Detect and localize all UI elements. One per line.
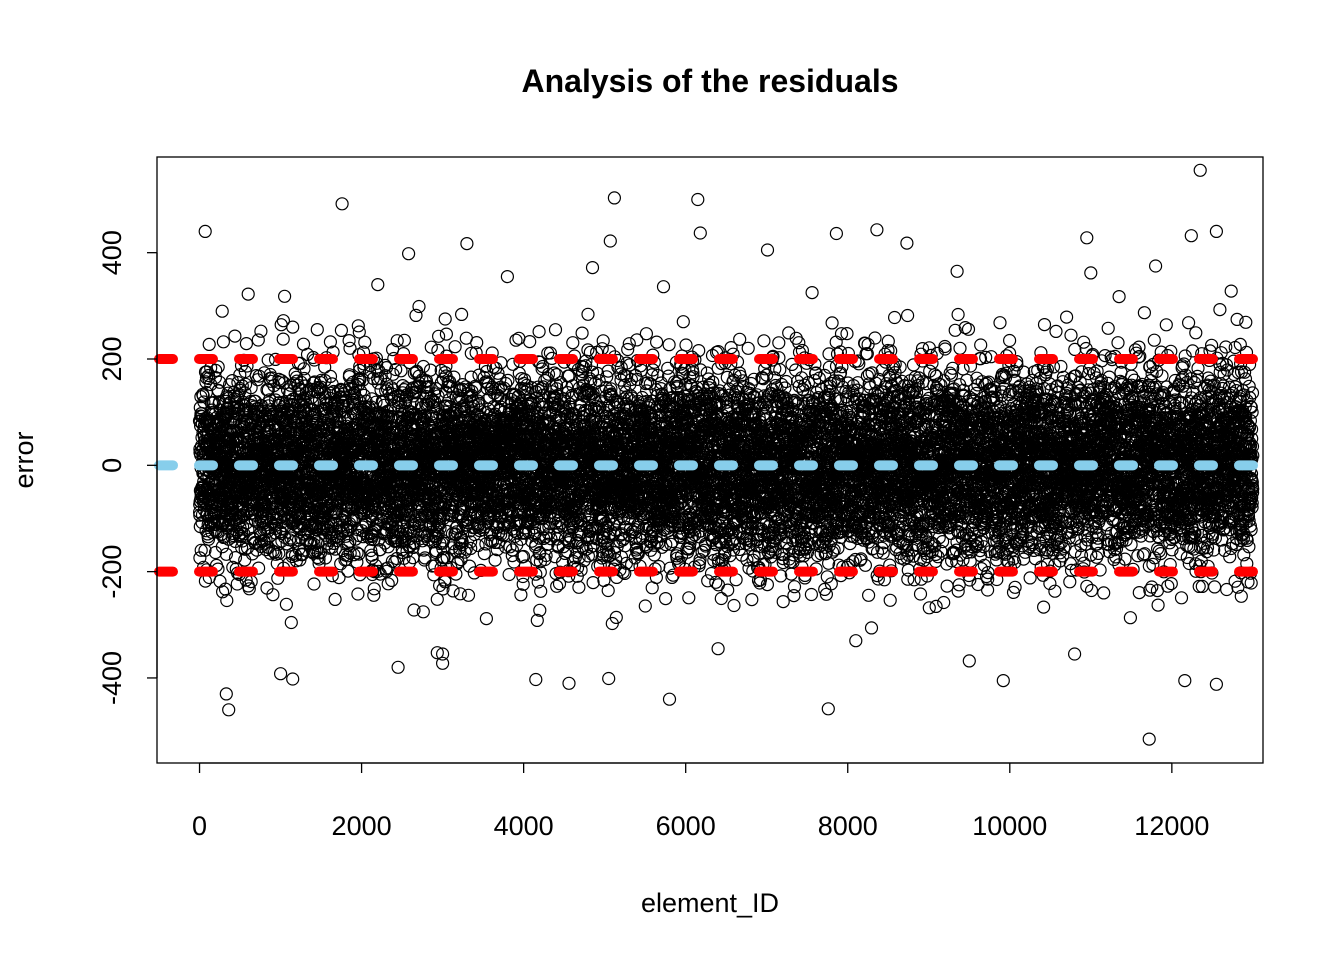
data-point (572, 580, 586, 594)
data-point (385, 573, 399, 588)
data-point (581, 343, 595, 357)
data-point (455, 307, 469, 321)
data-point (276, 332, 290, 346)
data-point (216, 335, 230, 349)
data-point (523, 335, 537, 349)
data-point (479, 611, 493, 626)
data-point (208, 370, 222, 385)
data-point (328, 592, 342, 607)
data-point (310, 323, 324, 337)
data-point (198, 574, 212, 588)
data-point (220, 593, 234, 608)
data-point (566, 336, 580, 350)
data-point (193, 551, 207, 565)
data-point (205, 525, 219, 539)
data-point (502, 567, 516, 582)
data-point (279, 597, 293, 611)
data-point (548, 323, 563, 337)
data-point (215, 304, 229, 318)
data-points (192, 163, 1260, 746)
data-point (194, 543, 208, 557)
data-point (254, 324, 268, 338)
data-point (216, 585, 230, 599)
data-point (334, 323, 348, 337)
data-point (284, 615, 298, 630)
data-point (381, 577, 395, 591)
data-point (307, 577, 321, 591)
data-point (424, 340, 438, 354)
data-point (397, 333, 411, 347)
data-point (219, 547, 233, 561)
data-point (209, 363, 223, 377)
data-point (213, 375, 227, 389)
chart-title: Analysis of the residuals (521, 63, 898, 99)
data-point (286, 320, 300, 334)
data-point (343, 341, 357, 355)
data-point (541, 346, 555, 360)
data-point (439, 327, 453, 341)
data-point (501, 373, 515, 387)
data-point (575, 326, 589, 340)
data-point (231, 375, 245, 390)
data-point (516, 577, 530, 591)
data-point (239, 337, 253, 351)
data-point (211, 360, 225, 374)
data-point (581, 307, 595, 321)
data-point (228, 550, 243, 565)
data-point (512, 331, 526, 345)
data-point (586, 575, 600, 590)
data-point (532, 325, 546, 339)
data-point (197, 395, 211, 409)
data-point (432, 329, 446, 343)
data-point (196, 389, 210, 403)
data-point (461, 588, 476, 602)
data-point (596, 334, 610, 348)
data-point (438, 312, 452, 326)
data-point (453, 587, 467, 601)
data-point (436, 656, 450, 670)
data-point (341, 564, 355, 578)
data-point (471, 538, 485, 553)
data-point (448, 340, 462, 354)
data-point (202, 337, 216, 351)
data-point (251, 333, 265, 347)
data-point (351, 587, 365, 601)
data-point (230, 577, 244, 591)
data-point (201, 532, 216, 546)
data-point (550, 579, 564, 593)
data-point (228, 329, 242, 343)
data-point (488, 553, 502, 567)
